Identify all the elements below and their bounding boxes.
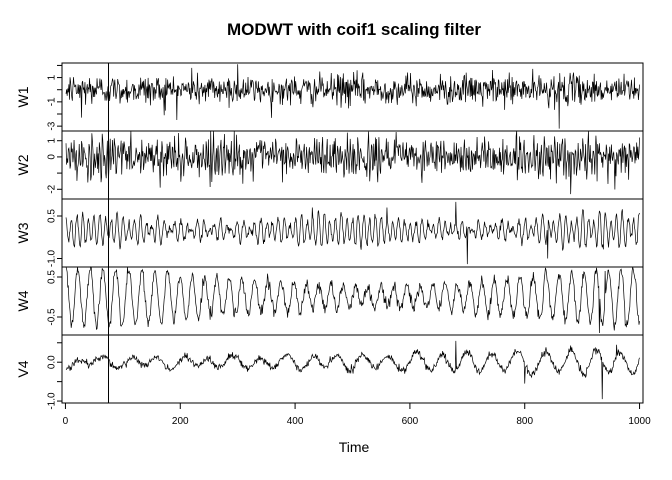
panel-label-w1: W1 [15,86,31,107]
series-line-w1 [65,64,640,129]
x-tick-label: 800 [516,416,533,427]
series-line-w3 [65,201,640,265]
y-tick-label: -0.5 [47,308,58,326]
panel-label-w3: W3 [15,222,31,243]
x-axis: 0 200 400 600 800 1000 [63,403,651,427]
x-tick-label: 200 [172,416,189,427]
x-tick-label: 400 [287,416,304,427]
panel-label-w2: W2 [15,154,31,175]
panel-frame [61,266,644,336]
panel-frame [61,198,644,268]
y-tick-label: 1 [47,74,58,80]
series-line-w4 [65,266,640,334]
panel-frame [61,62,644,132]
y-tick-label: -3 [46,121,57,130]
x-tick-label: 600 [402,416,419,427]
panel-w1: -3 -1 1 W1 [15,62,644,132]
x-axis-label: Time [339,439,370,455]
y-tick-label: -2 [47,184,58,193]
panel-label-w4: W4 [15,290,31,311]
y-tick-label: -1.0 [47,249,58,267]
chart-title: MODWT with coif1 scaling filter [227,20,481,39]
x-tick-label: 0 [63,416,69,427]
panel-w2: -2 0 1 W2 [15,130,644,200]
panel-v4: -1.0 0.0 V4 [15,334,644,410]
y-tick-label: 1 [47,137,58,143]
y-tick-label: 0.5 [47,270,58,284]
y-tick-label: -1.0 [47,392,58,410]
panel-label-v4: V4 [15,360,31,377]
y-tick-label: 0 [47,154,58,160]
y-tick-label: 0.0 [47,355,58,369]
y-tick-label: 0.5 [47,209,58,223]
panel-w4: -0.5 0.5 W4 [15,266,644,336]
y-tick-label: -1 [47,97,58,106]
x-tick-label: 1000 [628,416,651,427]
panel-frame [61,334,644,404]
series-line-v4 [65,340,640,400]
panel-w3: -1.0 0.5 W3 [15,198,644,268]
series-line-w2 [65,130,640,195]
panels: -3 -1 1 W1 -2 0 1 W2 -1.0 0.5 W3 -0.5 0.5 W4 -1.0 0.0 V4 [15,62,644,410]
